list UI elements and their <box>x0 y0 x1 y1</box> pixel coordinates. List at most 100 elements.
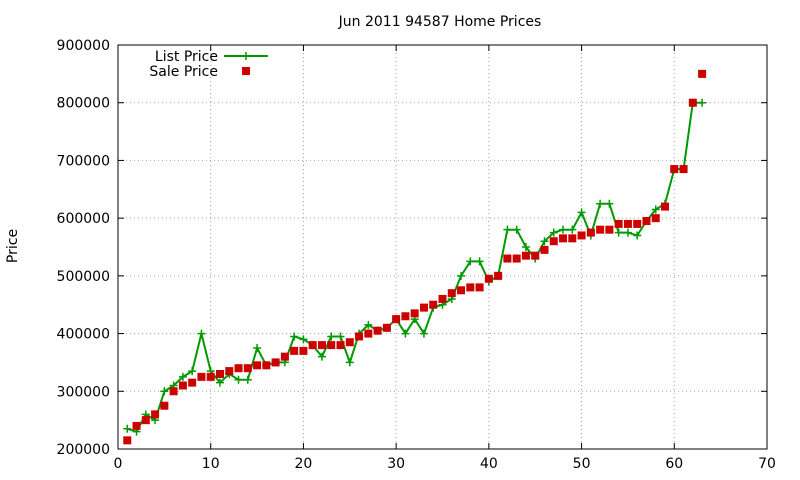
x-tick-label: 30 <box>387 456 405 472</box>
sale-price-point <box>531 251 540 260</box>
list-price-point <box>299 335 308 344</box>
list-price-point <box>521 243 530 251</box>
list-price-point <box>549 228 558 237</box>
list-price-point <box>188 367 197 376</box>
sale-price-point <box>262 361 271 370</box>
sale-price-point <box>327 341 336 350</box>
y-axis-label: Price <box>5 229 21 263</box>
sale-price-point <box>577 231 586 240</box>
legend-label-sale-price: Sale Price <box>149 64 218 80</box>
list-price-point <box>540 237 549 246</box>
sale-price-point <box>633 219 642 228</box>
sale-price-point <box>197 372 206 381</box>
list-price-point <box>178 372 187 381</box>
list-price-point <box>623 228 632 237</box>
chart-title: Jun 2011 94587 Home Prices <box>338 14 542 30</box>
sale-price-point <box>364 329 373 338</box>
sale-price-point <box>521 251 530 260</box>
list-price-point <box>419 329 428 338</box>
legend-label-list-price: List Price <box>155 49 218 65</box>
sale-price-point <box>512 254 521 263</box>
x-tick-label: 0 <box>114 456 123 472</box>
y-tick-label: 500000 <box>57 269 110 285</box>
list-price-point <box>512 225 521 234</box>
sale-price-point <box>410 309 419 318</box>
list-price-point <box>568 225 577 234</box>
legend-marker-list-price <box>242 52 250 60</box>
sale-price-point <box>215 369 224 378</box>
list-price-point <box>401 329 410 338</box>
sale-price-point <box>382 323 391 332</box>
axis-ticks: 0 10 20 30 40 50 60 70 200000 300000 400000 500000 6… <box>57 38 776 472</box>
list-price-point <box>317 352 326 361</box>
sale-price-point <box>475 283 484 292</box>
list-price-point <box>633 231 642 240</box>
sale-price-point <box>651 214 660 223</box>
x-tick-label: 70 <box>758 456 776 472</box>
sale-price-point <box>141 416 150 425</box>
sale-price-point <box>253 361 262 370</box>
sale-price-point <box>160 401 169 410</box>
list-price-point <box>605 199 614 208</box>
x-tick-label: 20 <box>295 456 313 472</box>
list-price-point <box>503 225 512 234</box>
sale-price-point <box>317 341 326 350</box>
sale-price-point <box>290 346 299 355</box>
x-tick-label: 40 <box>480 456 498 472</box>
sale-price-point <box>308 341 317 350</box>
sale-price-point <box>484 274 493 283</box>
sale-price-point <box>169 387 178 396</box>
sale-price-point <box>206 372 215 381</box>
y-tick-label: 700000 <box>57 153 110 169</box>
list-price-point <box>698 98 707 107</box>
list-price-point <box>345 358 354 367</box>
sale-price-point <box>568 234 577 243</box>
sale-price-point <box>243 364 252 373</box>
sale-price-point <box>355 332 364 341</box>
sale-price-point <box>540 245 549 254</box>
list-price-point <box>475 257 484 266</box>
legend-marker-sale-price <box>242 67 250 75</box>
sale-price-point <box>688 98 697 107</box>
sale-price-point <box>345 338 354 347</box>
list-price-line <box>126 101 703 433</box>
sale-price-point <box>123 436 132 445</box>
y-tick-label: 300000 <box>57 384 110 400</box>
sale-price-point <box>419 303 428 312</box>
list-price-point <box>364 320 373 329</box>
y-tick-label: 400000 <box>57 327 110 343</box>
x-tick-label: 10 <box>202 456 220 472</box>
sale-price-point <box>178 381 187 390</box>
sale-price-point <box>503 254 512 263</box>
sale-price-point <box>559 234 568 243</box>
sale-price-point <box>661 202 670 211</box>
sale-price-point <box>447 289 456 298</box>
sale-price-point <box>438 294 447 303</box>
legend: List Price Sale Price <box>149 49 268 80</box>
sale-price-point <box>429 300 438 309</box>
sale-price-point <box>401 312 410 321</box>
sale-price-point <box>596 225 605 234</box>
sale-price-point <box>466 283 475 292</box>
sale-price-point <box>373 326 382 335</box>
sale-price-point <box>188 378 197 387</box>
list-price-point <box>559 225 568 234</box>
list-price-point <box>596 199 605 208</box>
list-price-point <box>290 332 299 341</box>
sale-price-point <box>225 367 234 376</box>
list-price-point <box>197 329 206 338</box>
list-price-point <box>234 375 243 384</box>
list-price-point <box>457 271 466 280</box>
list-price-point <box>160 387 169 396</box>
sale-price-point <box>549 237 558 246</box>
list-price-point <box>215 378 224 387</box>
sale-price-point <box>614 219 623 228</box>
sale-price-point <box>494 271 503 280</box>
sale-price-point <box>670 165 679 174</box>
series-layer <box>123 69 707 445</box>
list-price-point <box>243 375 252 384</box>
list-price-point <box>327 332 336 341</box>
sale-price-point <box>605 225 614 234</box>
sale-price-point <box>586 228 595 237</box>
